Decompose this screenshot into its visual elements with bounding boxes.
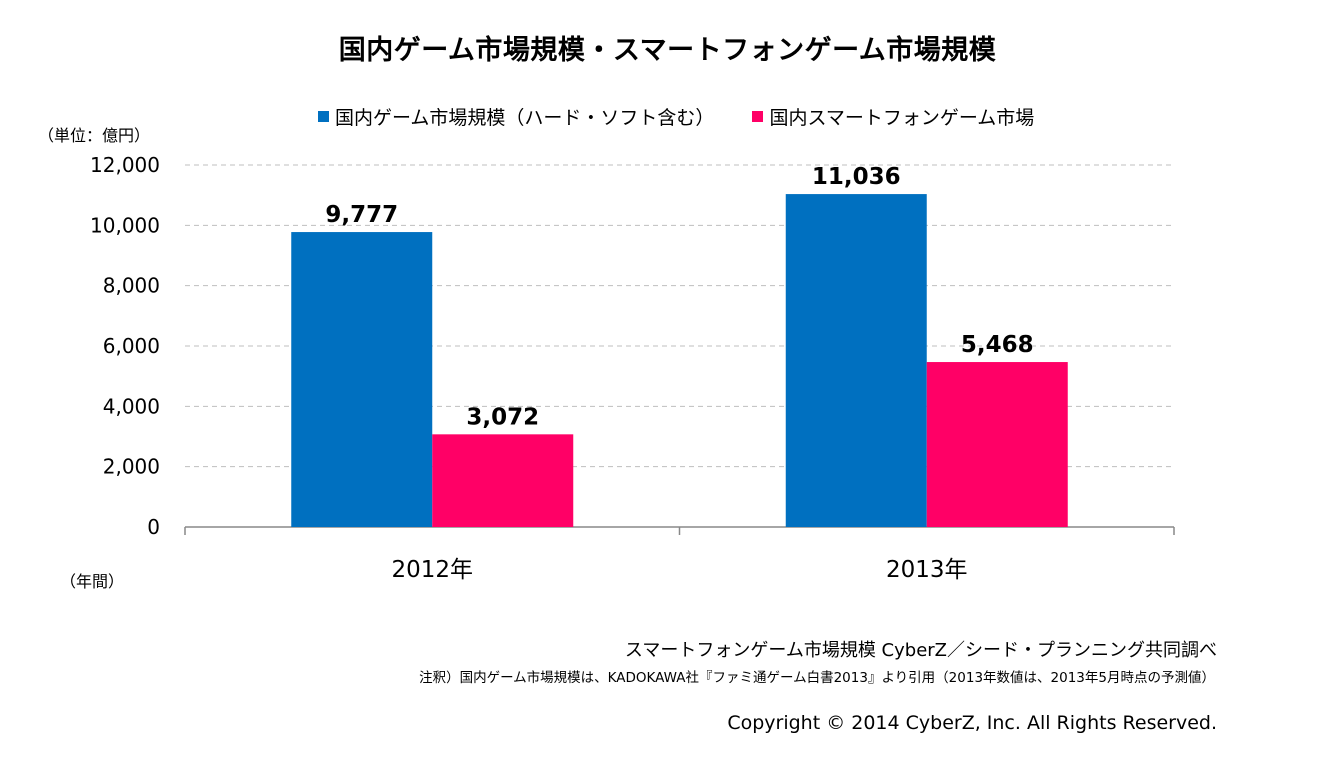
legend-label-smartphone-game: 国内スマートフォンゲーム市場	[769, 107, 1035, 129]
chart-title: 国内ゲーム市場規模・スマートフォンゲーム市場規模	[338, 35, 997, 66]
legend-item-domestic-game: 国内ゲーム市場規模（ハード・ソフト含む）	[318, 103, 714, 130]
source-credit: スマートフォンゲーム市場規模 CyberZ／シード・プランニング共同調べ	[624, 640, 1217, 661]
legend-label-domestic-game: 国内ゲーム市場規模（ハード・ソフト含む）	[335, 107, 715, 129]
data-label: 9,777	[325, 202, 398, 228]
y-unit-label: （単位：億円）	[38, 126, 151, 145]
y-tick-label: 4,000	[103, 394, 160, 418]
x-category-label: 2013年	[886, 557, 968, 583]
legend-swatch-smartphone-game	[752, 111, 764, 122]
bar-smartphone-game	[432, 434, 574, 527]
legend-swatch-domestic-game	[318, 111, 329, 122]
bar-domestic-game	[291, 232, 433, 528]
data-label: 5,468	[961, 332, 1034, 358]
data-label: 11,036	[812, 164, 901, 190]
y-tick-label: 10,000	[90, 213, 160, 237]
legend-item-smartphone-game: 国内スマートフォンゲーム市場	[752, 103, 1034, 130]
y-tick-label: 8,000	[103, 274, 160, 298]
y-tick-label: 2,000	[103, 455, 160, 479]
y-tick-label: 0	[147, 515, 160, 539]
x-category-label: 2012年	[391, 557, 473, 583]
footnote: 注釈）国内ゲーム市場規模は、KADOKAWA社『ファミ通ゲーム白書2013』より…	[419, 670, 1215, 686]
bar-smartphone-game	[926, 362, 1068, 527]
data-label: 3,072	[466, 404, 539, 430]
y-tick-label: 12,000	[90, 153, 160, 177]
x-unit-label: （年間）	[60, 572, 125, 591]
legend: 国内ゲーム市場規模（ハード・ソフト含む） 国内スマートフォンゲーム市場	[318, 103, 1072, 130]
copyright: Copyright © 2014 CyberZ, Inc. All Rights…	[727, 712, 1217, 734]
bar-domestic-game	[785, 194, 927, 527]
y-tick-label: 6,000	[103, 334, 160, 358]
